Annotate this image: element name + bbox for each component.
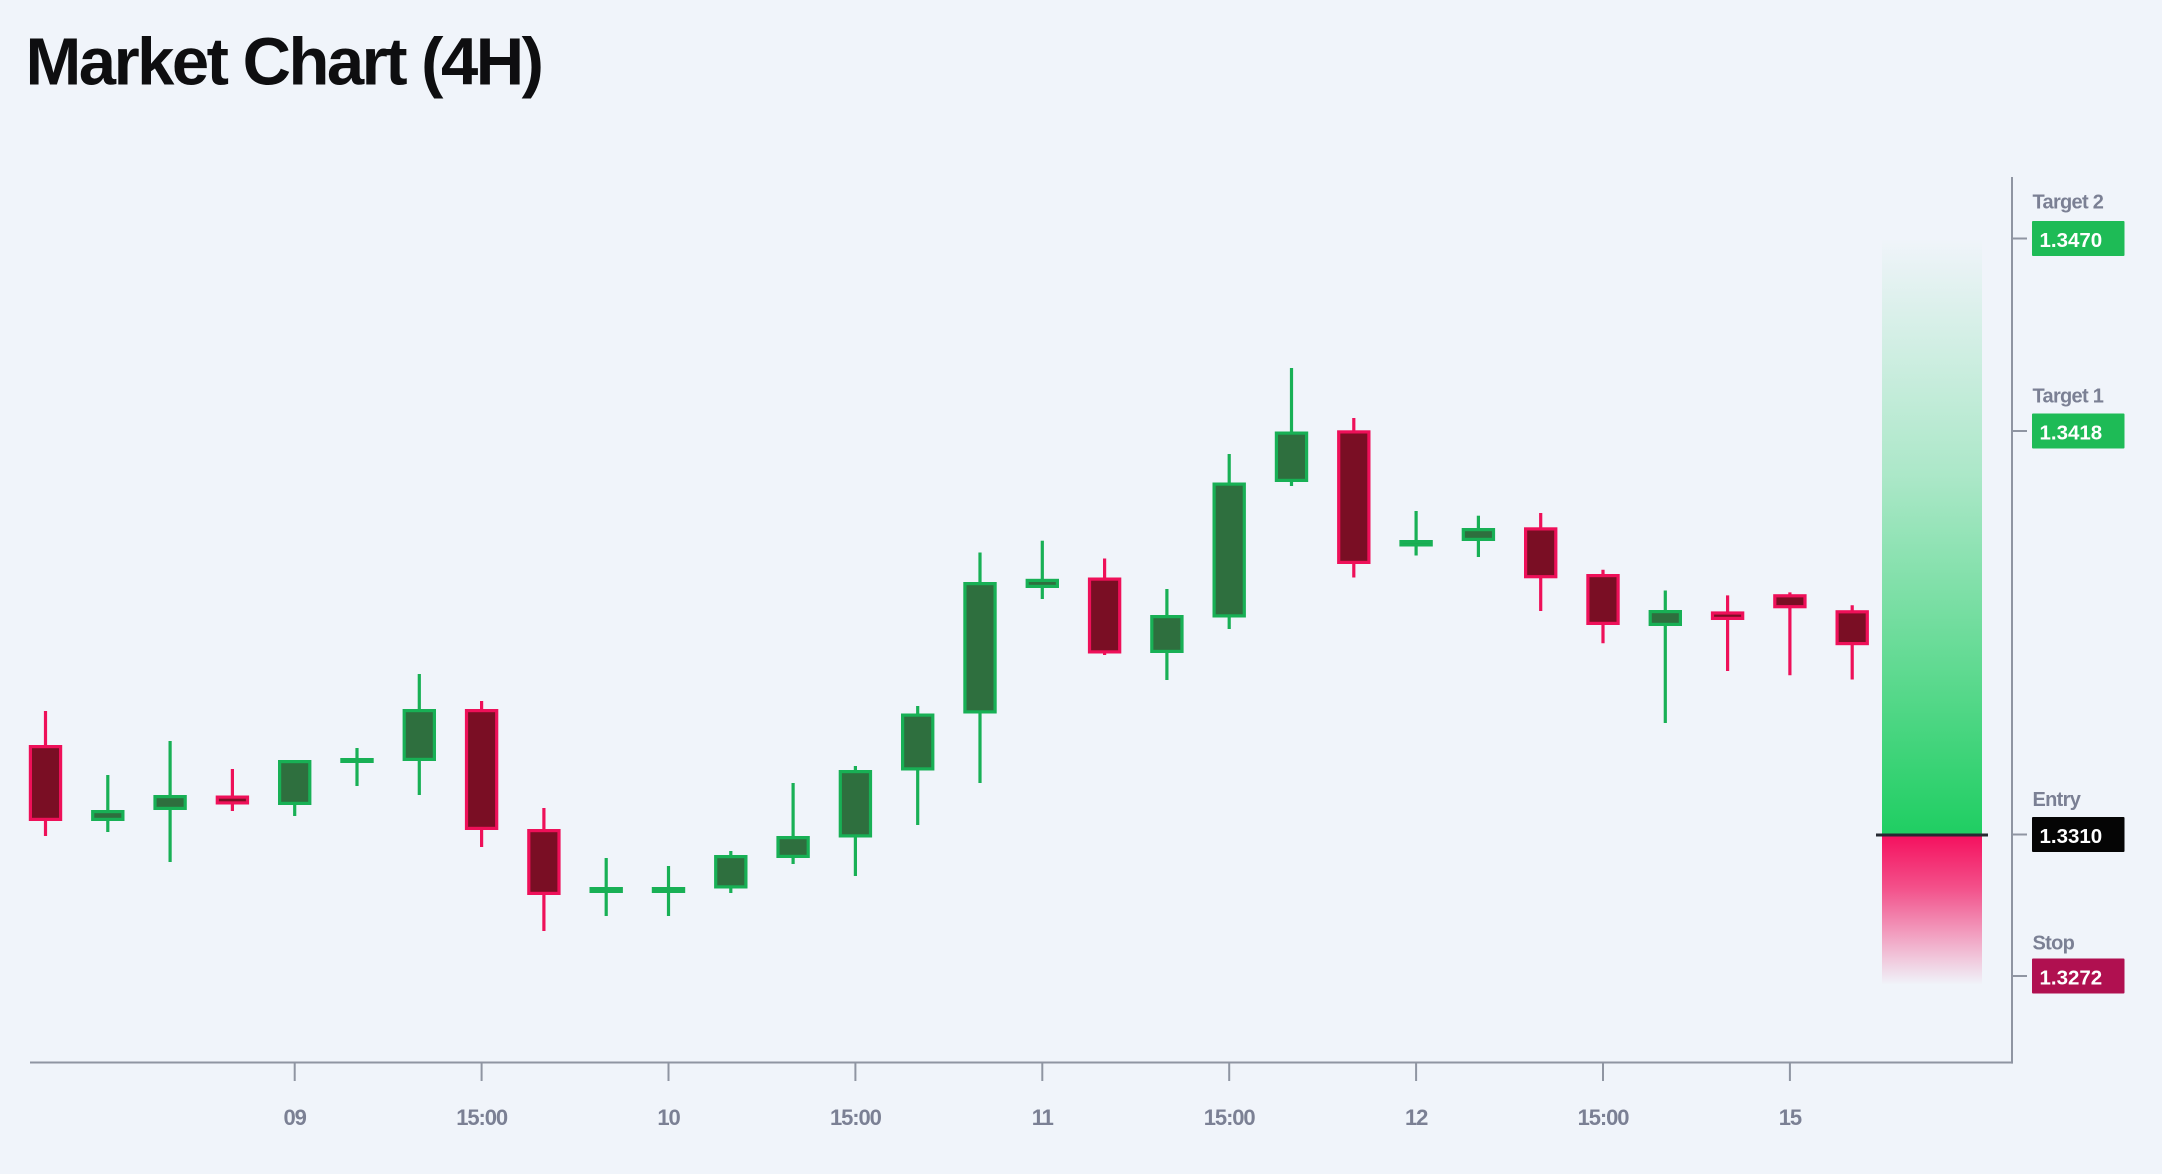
svg-text:1.3418: 1.3418 bbox=[2040, 421, 2103, 444]
svg-text:15: 15 bbox=[1779, 1105, 1802, 1130]
svg-text:Market Chart (4H): Market Chart (4H) bbox=[26, 25, 542, 100]
svg-text:1.3272: 1.3272 bbox=[2040, 966, 2103, 989]
svg-text:Target 1: Target 1 bbox=[2033, 386, 2104, 408]
svg-text:09: 09 bbox=[284, 1105, 307, 1130]
svg-text:15:00: 15:00 bbox=[456, 1105, 508, 1130]
svg-text:15:00: 15:00 bbox=[830, 1105, 882, 1130]
svg-text:12: 12 bbox=[1405, 1105, 1428, 1130]
svg-text:Stop: Stop bbox=[2033, 933, 2075, 955]
svg-text:1.3310: 1.3310 bbox=[2040, 825, 2103, 848]
svg-text:15:00: 15:00 bbox=[1204, 1105, 1256, 1130]
svg-text:15:00: 15:00 bbox=[1578, 1105, 1630, 1130]
svg-text:Target 2: Target 2 bbox=[2033, 192, 2104, 214]
svg-text:10: 10 bbox=[657, 1105, 680, 1130]
svg-text:11: 11 bbox=[1032, 1105, 1054, 1130]
svg-text:Entry: Entry bbox=[2033, 789, 2082, 811]
svg-text:1.3470: 1.3470 bbox=[2040, 229, 2103, 252]
